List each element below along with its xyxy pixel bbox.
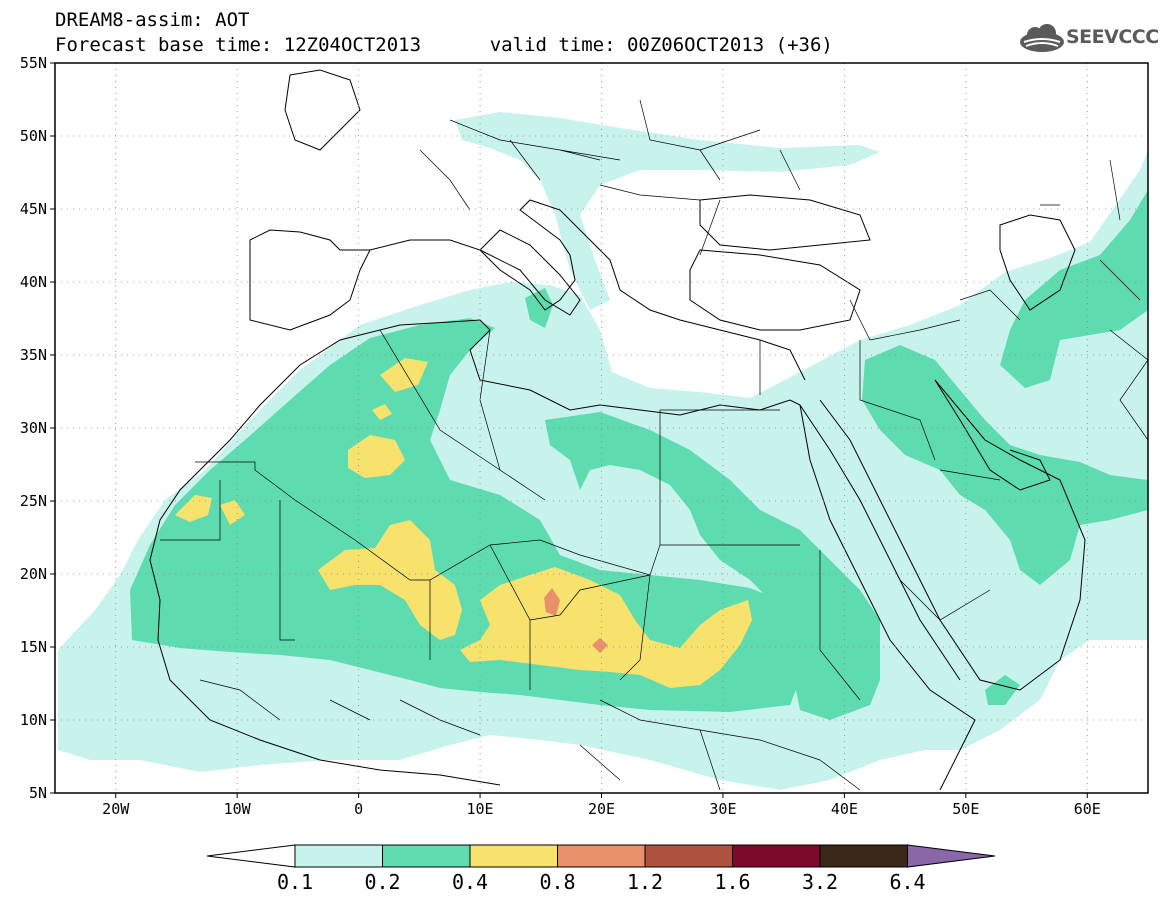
aot-level-0.1-europe bbox=[455, 112, 880, 310]
cloud-icon bbox=[1020, 24, 1064, 52]
colorbar-over-triangle bbox=[907, 844, 996, 868]
italy-coast bbox=[479, 229, 581, 316]
colorbar-label: 1.2 bbox=[627, 870, 663, 894]
lat-label: 50N bbox=[20, 127, 47, 145]
aot-level-0.2-west bbox=[130, 318, 800, 712]
lon-label: 10W bbox=[224, 800, 252, 818]
map-title: DREAM8-assim: AOT bbox=[55, 9, 250, 31]
aot-level-0.2-arabia bbox=[862, 345, 1148, 585]
lon-label: 50E bbox=[952, 800, 979, 818]
lon-label: 60E bbox=[1074, 800, 1101, 818]
aot-level-0.8-a bbox=[544, 588, 560, 616]
lat-label: 45N bbox=[20, 200, 47, 218]
colorbar-label: 0.2 bbox=[364, 870, 400, 894]
lon-label: 20W bbox=[102, 800, 130, 818]
iberia-coast bbox=[249, 240, 371, 331]
lat-label: 25N bbox=[20, 492, 47, 510]
gridlines bbox=[55, 63, 1148, 793]
seevccc-logo: SEEVCCC bbox=[1018, 22, 1159, 58]
colorbar-segment bbox=[644, 844, 733, 868]
colorbar-under-triangle bbox=[206, 844, 296, 868]
black-sea bbox=[699, 194, 871, 251]
aot-level-0.4-niger bbox=[318, 520, 462, 640]
colorbar: 0.1 0.2 0.4 0.8 1.2 1.6 3.2 6.4 bbox=[206, 844, 996, 894]
aot-level-0.4-mauritania bbox=[175, 495, 212, 522]
lat-label: 5N bbox=[29, 784, 47, 802]
colorbar-segment bbox=[557, 844, 646, 868]
aot-level-0.4-algeria bbox=[348, 435, 405, 478]
lat-label: 10N bbox=[20, 711, 47, 729]
colorbar-segment bbox=[469, 844, 558, 868]
lon-label: 0 bbox=[354, 800, 363, 818]
lat-label: 55N bbox=[20, 54, 47, 72]
aot-level-0.2-horn bbox=[985, 675, 1020, 705]
lat-label: 35N bbox=[20, 346, 47, 364]
lat-label: 20N bbox=[20, 565, 47, 583]
lon-label: 20E bbox=[588, 800, 615, 818]
west-africa-coast bbox=[149, 559, 501, 786]
aot-level-0.4-dot bbox=[372, 404, 392, 420]
aot-level-0.4-mauritania-2 bbox=[220, 500, 245, 525]
caspian-sea bbox=[999, 214, 1076, 311]
aot-level-0.2-caspian bbox=[1000, 190, 1148, 388]
colorbar-segment bbox=[732, 844, 821, 868]
aot-contours bbox=[58, 112, 1148, 790]
colorbar-segment bbox=[294, 844, 383, 868]
colorbar-segment bbox=[819, 844, 908, 868]
aot-level-0.4-central bbox=[460, 567, 752, 688]
country-borders bbox=[160, 99, 1148, 791]
aot-level-0.8-b bbox=[592, 638, 608, 653]
colorbar-label: 0.8 bbox=[539, 870, 575, 894]
forecast-times: Forecast base time: 12Z04OCT2013 valid t… bbox=[55, 34, 833, 56]
colorbar-label: 3.2 bbox=[802, 870, 838, 894]
lon-label: 10E bbox=[467, 800, 494, 818]
colorbar-label: 6.4 bbox=[889, 870, 925, 894]
aot-level-0.2-sicily bbox=[525, 288, 553, 328]
longitude-labels: 20W 10W 0 10E 20E 30E 40E 50E 60E bbox=[102, 793, 1101, 818]
base-time: Forecast base time: 12Z04OCT2013 bbox=[55, 34, 422, 56]
colorbar-label: 0.1 bbox=[277, 870, 313, 894]
valid-time: valid time: 00Z06OCT2013 (+36) bbox=[489, 34, 833, 56]
lon-label: 40E bbox=[831, 800, 858, 818]
colorbar-label: 0.4 bbox=[452, 870, 488, 894]
uk-coast bbox=[284, 69, 361, 151]
aot-level-0.4-algeria-n bbox=[380, 358, 428, 392]
latitude-labels: 55N 50N 45N 40N 35N 30N 25N 20N 15N 10N 5N bbox=[20, 54, 55, 802]
coastlines-and-borders bbox=[149, 69, 1148, 791]
colorbar-segment bbox=[382, 844, 471, 868]
arabia-coast bbox=[819, 379, 1086, 691]
lat-label: 30N bbox=[20, 419, 47, 437]
lat-label: 15N bbox=[20, 638, 47, 656]
colorbar-label: 1.6 bbox=[714, 870, 750, 894]
aot-level-0.2-libya bbox=[545, 412, 880, 720]
red-sea bbox=[799, 404, 961, 681]
logo-text: SEEVCCC bbox=[1066, 26, 1159, 48]
turkey-coast bbox=[689, 249, 861, 331]
lat-label: 40N bbox=[20, 273, 47, 291]
europe-coastline bbox=[249, 199, 806, 381]
africa-coastline bbox=[149, 319, 976, 791]
lon-label: 30E bbox=[709, 800, 736, 818]
persian-gulf bbox=[934, 379, 1051, 491]
